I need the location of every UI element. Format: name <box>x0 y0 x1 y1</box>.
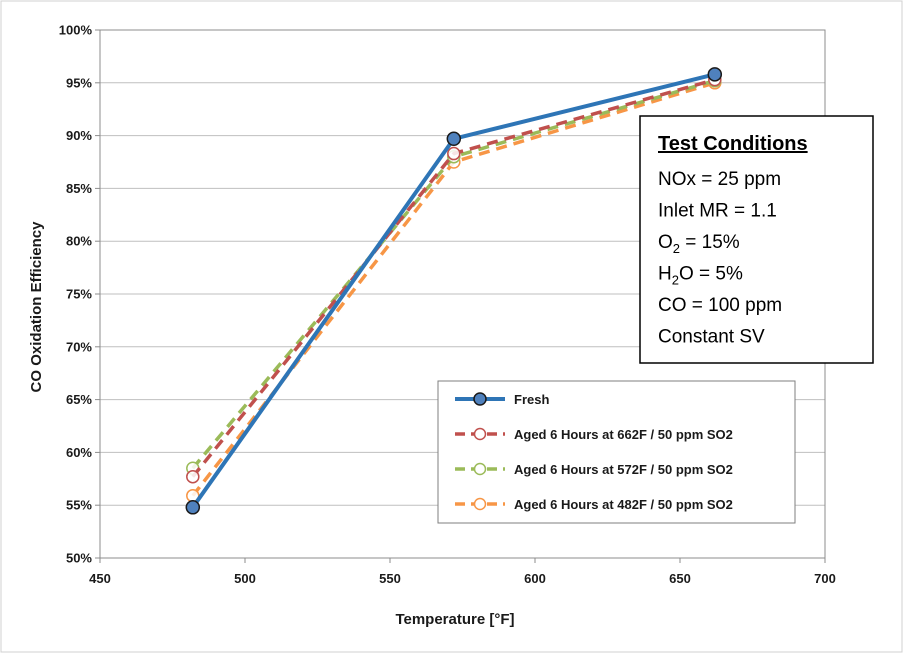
y-tick-label: 85% <box>66 181 92 196</box>
y-tick-label: 100% <box>59 23 93 38</box>
y-tick-label: 80% <box>66 234 92 249</box>
series-layer <box>185 67 723 515</box>
test-condition-line: CO = 100 ppm <box>658 295 782 316</box>
test-condition-line: Inlet MR = 1.1 <box>658 201 777 222</box>
test-conditions-box: Test Conditions NOx = 25 ppm Inlet MR = 1… <box>639 115 874 364</box>
y-tick-label: 65% <box>66 392 92 407</box>
legend: Fresh Aged 6 Hours at 662F / 50 ppm SO2 Ag… <box>437 380 796 524</box>
data-point <box>185 500 201 515</box>
legend-swatch-marker <box>473 462 487 476</box>
data-point <box>446 131 462 147</box>
x-tick-label: 650 <box>669 571 691 586</box>
x-tick-label: 700 <box>814 571 836 586</box>
x-tick-label: 550 <box>379 571 401 586</box>
tick-layer: 50% 55% 60% 65% 70% 75% 80% 85% 90% 95% 100% 450 500… <box>59 23 836 587</box>
legend-box <box>437 380 796 524</box>
y-tick-label: 95% <box>66 75 92 90</box>
y-tick-label: 50% <box>66 551 92 566</box>
legend-swatch-marker <box>473 427 487 441</box>
test-condition-line: Constant SV <box>658 327 765 348</box>
legend-swatch-marker <box>473 497 487 511</box>
test-condition-line: NOx = 25 ppm <box>658 169 781 190</box>
x-axis-title: Temperature [°F] <box>395 611 514 628</box>
x-tick-label: 500 <box>234 571 256 586</box>
legend-swatch-marker <box>473 392 487 406</box>
legend-label: Aged 6 Hours at 572F / 50 ppm SO2 <box>514 462 733 477</box>
data-point <box>447 146 461 161</box>
y-tick-label: 60% <box>66 445 92 460</box>
test-condition-line: H2O = 5% <box>658 264 743 288</box>
test-conditions-frame <box>639 115 874 364</box>
legend-label: Fresh <box>514 392 549 407</box>
data-point <box>707 67 723 82</box>
x-tick-label: 450 <box>89 571 111 586</box>
test-conditions-title: Test Conditions <box>658 133 808 155</box>
y-tick-label: 70% <box>66 339 92 354</box>
x-tick-label: 600 <box>524 571 546 586</box>
legend-label: Aged 6 Hours at 482F / 50 ppm SO2 <box>514 497 733 512</box>
legend-label: Aged 6 Hours at 662F / 50 ppm SO2 <box>514 427 733 442</box>
y-tick-label: 55% <box>66 498 92 513</box>
y-axis-title: CO Oxidation Efficiency <box>28 221 45 393</box>
data-point <box>186 469 200 484</box>
test-condition-line: O2 = 15% <box>658 232 740 256</box>
y-tick-label: 90% <box>66 128 92 143</box>
y-tick-label: 75% <box>66 287 92 302</box>
